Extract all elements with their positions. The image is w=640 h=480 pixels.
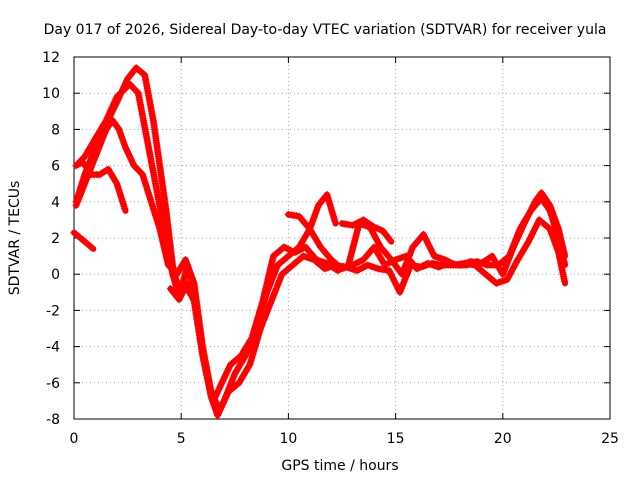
series-track-7	[338, 216, 395, 245]
y-tick-label: -8	[46, 412, 60, 428]
x-tick-label: 10	[279, 431, 297, 447]
x-axis-label: GPS time / hours	[281, 458, 398, 474]
x-tick-label: 25	[601, 431, 619, 447]
grid-lines	[74, 57, 610, 419]
axis-ticks	[73, 56, 611, 420]
series-track-1	[72, 64, 568, 419]
series-markers	[338, 216, 394, 244]
data-series	[70, 64, 568, 419]
series-track-8	[167, 283, 195, 303]
series-markers	[284, 191, 339, 233]
y-tick-label: 10	[42, 86, 60, 102]
series-line	[73, 64, 568, 419]
x-tick-label: 20	[494, 431, 512, 447]
tick-labels: 0 5 10 15 20 25 -8 -6 -4 -2 0 2 4 6 8 10 12	[42, 50, 619, 447]
x-tick-label: 0	[70, 431, 79, 447]
y-tick-label: -6	[46, 376, 60, 392]
x-tick-label: 15	[387, 431, 405, 447]
y-tick-label: 6	[51, 159, 60, 175]
series-line	[71, 229, 97, 252]
series-track-4	[72, 158, 129, 214]
series-track-3	[72, 116, 568, 414]
series-markers	[72, 116, 568, 414]
y-tick-label: 2	[51, 231, 60, 247]
y-tick-label: -2	[46, 303, 60, 319]
chart-title: Day 017 of 2026, Sidereal Day-to-day VTE…	[44, 22, 607, 38]
series-markers	[167, 283, 195, 303]
series-markers	[72, 158, 129, 213]
y-tick-label: -4	[46, 340, 60, 356]
y-tick-label: 12	[42, 50, 60, 66]
series-track-6	[284, 191, 339, 233]
y-tick-label: 0	[51, 267, 60, 283]
y-axis-label: SDTVAR / TECUs	[7, 181, 23, 296]
y-tick-label: 4	[51, 195, 60, 211]
x-tick-label: 5	[177, 431, 186, 447]
series-track-5	[70, 229, 97, 252]
series-markers	[70, 229, 95, 251]
y-tick-label: 8	[51, 122, 60, 138]
